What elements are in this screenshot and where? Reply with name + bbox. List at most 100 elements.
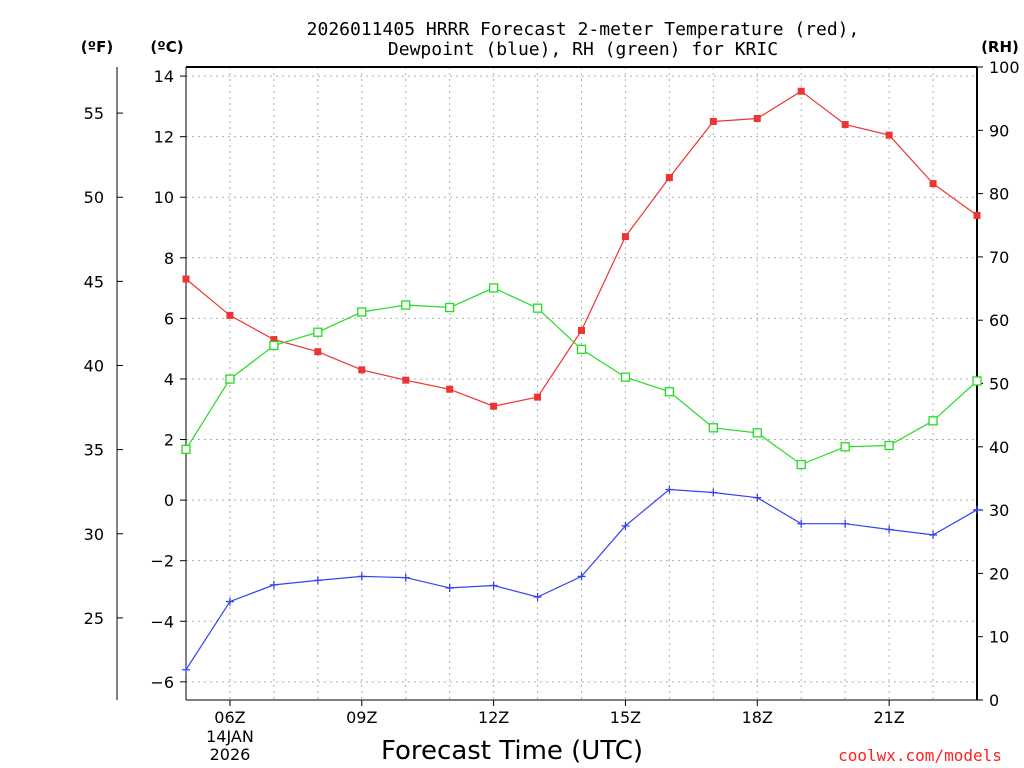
chart-title-line-1: 2026011405 HRRR Forecast 2-meter Tempera… [307,19,860,40]
temperature-point [446,385,454,393]
dewpoint-point [885,525,894,534]
rh-point [532,303,543,313]
temperature-point [709,118,717,126]
temperature-point [621,233,629,241]
rh-point [664,387,675,397]
temperature-point [314,348,322,356]
rh-point [401,300,411,310]
celsius-tick-label: 6 [164,309,174,328]
fahrenheit-tick-label: 25 [84,609,104,628]
celsius-tick-label: 12 [154,128,174,147]
dewpoint-series [182,485,981,674]
rh-point [708,423,718,433]
dewpoint-point [357,572,366,581]
rh-point [269,340,279,351]
fahrenheit-tick-label: 40 [84,356,104,375]
temperature-point [270,336,278,344]
rh-tick-label: 0 [989,691,999,710]
x-tick-label: 21Z [873,708,904,727]
rh-point [972,376,982,386]
rh-point [928,416,938,426]
dewpoint-point [753,493,762,502]
dewpoint-point [929,530,938,539]
rh-tick-label: 70 [989,248,1009,267]
dewpoint-point [269,580,278,589]
dewpoint-point [533,593,542,602]
rh-tick-label: 100 [989,58,1020,77]
dewpoint-point [182,665,190,674]
rh-tick-label: 20 [989,564,1009,583]
temperature-point [929,180,937,188]
celsius-tick-label: −4 [150,612,174,631]
x-date-label: 14JAN [206,727,254,746]
rh-point [752,428,762,438]
x-tick-label: 06Z [214,708,245,727]
rh-tick-label: 60 [989,311,1009,330]
fahrenheit-tick-label: 35 [84,441,104,460]
dewpoint-point [225,597,234,606]
fahrenheit-tick-label: 45 [84,272,104,291]
x-tick-label: 12Z [478,708,509,727]
axes [116,66,983,706]
temperature-point [182,275,190,283]
celsius-tick-label: 4 [164,370,174,389]
chart-title-line-2: Dewpoint (blue), RH (green) for KRIC [388,39,778,60]
rh-tick-label: 10 [989,628,1009,647]
rh-point [576,344,587,354]
rh-point [225,374,235,384]
rh-point [445,302,455,313]
celsius-tick-label: 0 [164,491,174,510]
rh-tick-label: 30 [989,501,1009,520]
temperature-point [665,174,673,182]
temperature-point [885,131,893,139]
dewpoint-point [489,581,498,590]
temperature-point [402,376,410,384]
dewpoint-point [621,521,630,530]
rh-point [840,442,850,452]
temperature-point [973,211,981,219]
credit-link[interactable]: coolwx.com/models [838,746,1002,765]
grid-lines [186,67,977,700]
temperature-point [841,121,849,129]
fahrenheit-tick-label: 50 [84,188,104,207]
rh-tick-label: 80 [989,185,1009,204]
dewpoint-point [313,576,322,585]
rh-tick-label: 50 [989,375,1009,394]
rh-series [181,283,982,470]
celsius-unit-label: (ºC) [150,38,183,56]
rh-tick-label: 40 [989,438,1009,457]
dewpoint-point [401,573,410,582]
rh-point [796,459,806,470]
celsius-tick-label: −2 [150,552,174,571]
dewpoint-point [797,519,806,528]
celsius-tick-label: 8 [164,249,174,268]
temperature-point [358,366,366,374]
dewpoint-point [973,505,981,514]
fahrenheit-tick-label: 30 [84,525,104,544]
x-axis-title: Forecast Time (UTC) [381,736,643,766]
rh-point [313,327,323,337]
tick-labels: 14121086420−2−4−655504540353025100908070… [84,58,1020,764]
rh-point [620,372,631,382]
data-series [181,87,982,674]
x-tick-label: 09Z [346,708,377,727]
rh-point [357,307,367,317]
temperature-point [753,114,761,122]
dewpoint-point [841,519,850,528]
celsius-tick-label: 14 [154,67,174,86]
temperature-point [226,311,234,319]
rh-point [488,283,499,293]
fahrenheit-tick-label: 55 [84,104,104,123]
fahrenheit-unit-label: (ºF) [81,38,113,56]
celsius-tick-label: 2 [164,431,174,450]
rh-unit-label: (RH) [981,38,1019,56]
x-tick-label: 18Z [742,708,773,727]
temperature-point [534,393,542,401]
rh-point [181,444,191,454]
rh-point [884,440,894,451]
celsius-tick-label: 10 [154,188,174,207]
x-tick-label: 15Z [610,708,641,727]
dewpoint-point [665,485,674,494]
rh-tick-label: 90 [989,121,1009,140]
temperature-point [490,402,498,410]
